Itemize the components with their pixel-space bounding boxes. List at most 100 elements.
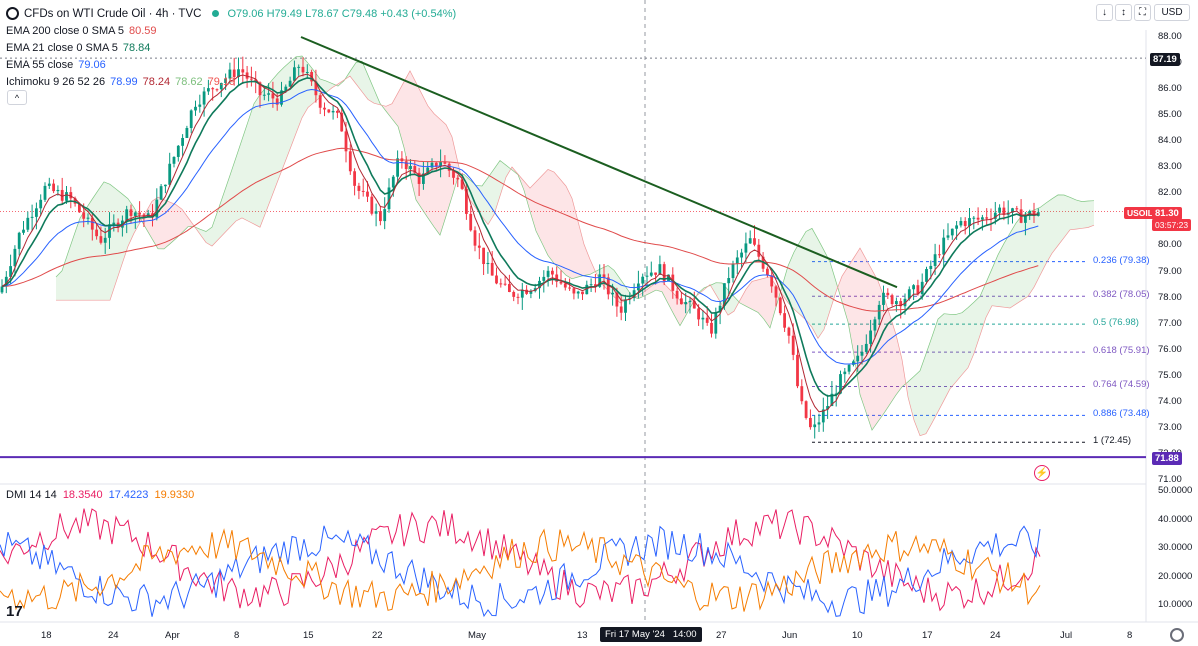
ichimoku-cloud-segment — [734, 296, 740, 312]
ichimoku-cloud-segment — [68, 235, 74, 301]
candle-body — [568, 287, 571, 289]
settings-gear-icon[interactable] — [1170, 628, 1184, 642]
candle-body — [434, 162, 438, 167]
indicator-ichimoku[interactable]: Ichimoku 9 26 52 26 78.99 78.24 78.62 79… — [6, 73, 456, 90]
symbol-tag: USOIL — [1124, 207, 1156, 219]
time-tick: 18 — [41, 630, 52, 641]
candle-body — [907, 289, 911, 299]
currency-button[interactable]: USD — [1154, 4, 1190, 21]
ichimoku-cloud-segment — [662, 281, 668, 304]
candle-body — [546, 270, 550, 277]
candle-body — [985, 217, 989, 219]
candle-body — [856, 355, 860, 362]
tv-logo-icon — [6, 7, 19, 20]
dmi-tick: 50.0000 — [1158, 485, 1193, 496]
ichimoku-cloud-segment — [170, 202, 176, 244]
ema55-line — [1, 88, 1039, 365]
candle-body — [452, 170, 455, 178]
price-tick: 88.00 — [1158, 31, 1182, 42]
time-tick: 22 — [372, 630, 383, 641]
indicator-ema55[interactable]: EMA 55 close 79.06 — [6, 56, 456, 73]
fullscreen-icon[interactable]: ⛶ — [1134, 4, 1151, 21]
candle-body — [198, 104, 202, 107]
senkou-b-line — [56, 70, 1095, 437]
symbol-row[interactable]: CFDs on WTI Crude Oil · 4h · TVC O79.06 … — [6, 5, 456, 22]
candle-body — [920, 281, 924, 295]
ichimoku-cloud-segment — [956, 312, 962, 382]
candle-body — [17, 232, 21, 249]
ichimoku-cloud-segment — [266, 80, 272, 212]
ichimoku-cloud-segment — [254, 94, 260, 228]
candle-body — [13, 248, 17, 267]
dmi-plus-line — [0, 508, 1041, 612]
ichimoku-cloud-segment — [434, 113, 440, 236]
time-tick: Jul — [1060, 630, 1073, 641]
ichimoku-cloud-segment — [494, 160, 500, 215]
ichimoku-cloud-segment — [104, 181, 110, 301]
ichimoku-cloud-segment — [386, 103, 392, 119]
candle-body — [176, 145, 180, 157]
price-tick: 86.00 — [1158, 83, 1182, 95]
candle-body — [224, 78, 227, 84]
fib-level-label: 0.382 (78.05) — [1093, 289, 1150, 301]
fib-level-label: 0.886 (73.48) — [1093, 408, 1150, 420]
time-tick: 10 — [852, 630, 863, 641]
ichimoku-cloud-segment — [488, 169, 494, 225]
indicator-ema21[interactable]: EMA 21 close 0 SMA 5 78.84 — [6, 39, 456, 56]
candle-body — [65, 192, 68, 201]
download-icon[interactable]: ↓ — [1096, 4, 1113, 21]
candle-body — [495, 275, 498, 284]
candle-body — [314, 81, 318, 96]
candle-body — [245, 72, 249, 79]
candle-body — [688, 300, 692, 302]
ichimoku-cloud-segment — [1028, 209, 1034, 297]
indicator-ema200[interactable]: EMA 200 close 0 SMA 5 80.59 — [6, 22, 456, 39]
collapse-legend-button[interactable]: ^ — [7, 90, 27, 105]
lightning-icon[interactable]: ⚡ — [1034, 465, 1050, 481]
candle-body — [250, 78, 253, 80]
scale-icon[interactable]: ↕ — [1115, 4, 1132, 21]
candle-body — [830, 393, 834, 407]
ichimoku-cloud-segment — [824, 250, 830, 330]
candle-body — [731, 263, 735, 279]
candle-body — [185, 127, 189, 138]
candle-body — [168, 163, 172, 185]
candle-body — [757, 244, 761, 257]
ichimoku-cloud-segment — [542, 169, 548, 256]
candle-body — [705, 317, 709, 323]
candle-body — [774, 286, 778, 298]
candle-body — [654, 272, 657, 275]
ichimoku-cloud-segment — [1088, 200, 1094, 228]
ichimoku-cloud-segment — [62, 252, 68, 301]
ichimoku-cloud-segment — [404, 70, 410, 176]
candle-body — [52, 183, 55, 192]
candle-body — [877, 304, 881, 320]
ichimoku-cloud-segment — [422, 94, 428, 219]
ichimoku-cloud-segment — [200, 229, 206, 243]
ichimoku-cloud-segment — [566, 186, 572, 279]
dmi-legend[interactable]: DMI 14 14 18.3540 17.4223 19.9330 — [6, 489, 194, 501]
candle-body — [843, 371, 847, 375]
candle-body — [710, 322, 713, 334]
ichimoku-cloud-segment — [794, 241, 800, 315]
ichimoku-cloud-segment — [1010, 223, 1016, 309]
high-price-tag: 87.19 — [1150, 53, 1180, 66]
time-tick: 24 — [990, 630, 1001, 641]
candle-body — [108, 224, 111, 238]
candle-body — [280, 90, 283, 105]
ichimoku-cloud-segment — [716, 282, 722, 305]
candle-body — [817, 422, 821, 425]
indicator-value: 78.24 — [142, 75, 171, 88]
candle-body — [125, 209, 129, 221]
tradingview-logo-icon[interactable]: 17 — [6, 603, 23, 620]
candle-body — [353, 171, 356, 186]
ichimoku-cloud-segment — [932, 319, 938, 423]
symbol-title[interactable]: CFDs on WTI Crude Oil · 4h · TVC — [24, 7, 202, 20]
candle-body — [778, 297, 782, 314]
price-tick: 78.00 — [1158, 291, 1182, 303]
candle-body — [164, 184, 167, 187]
ichimoku-cloud-segment — [362, 61, 368, 100]
candle-body — [305, 72, 309, 74]
time-tick: 24 — [108, 630, 119, 641]
